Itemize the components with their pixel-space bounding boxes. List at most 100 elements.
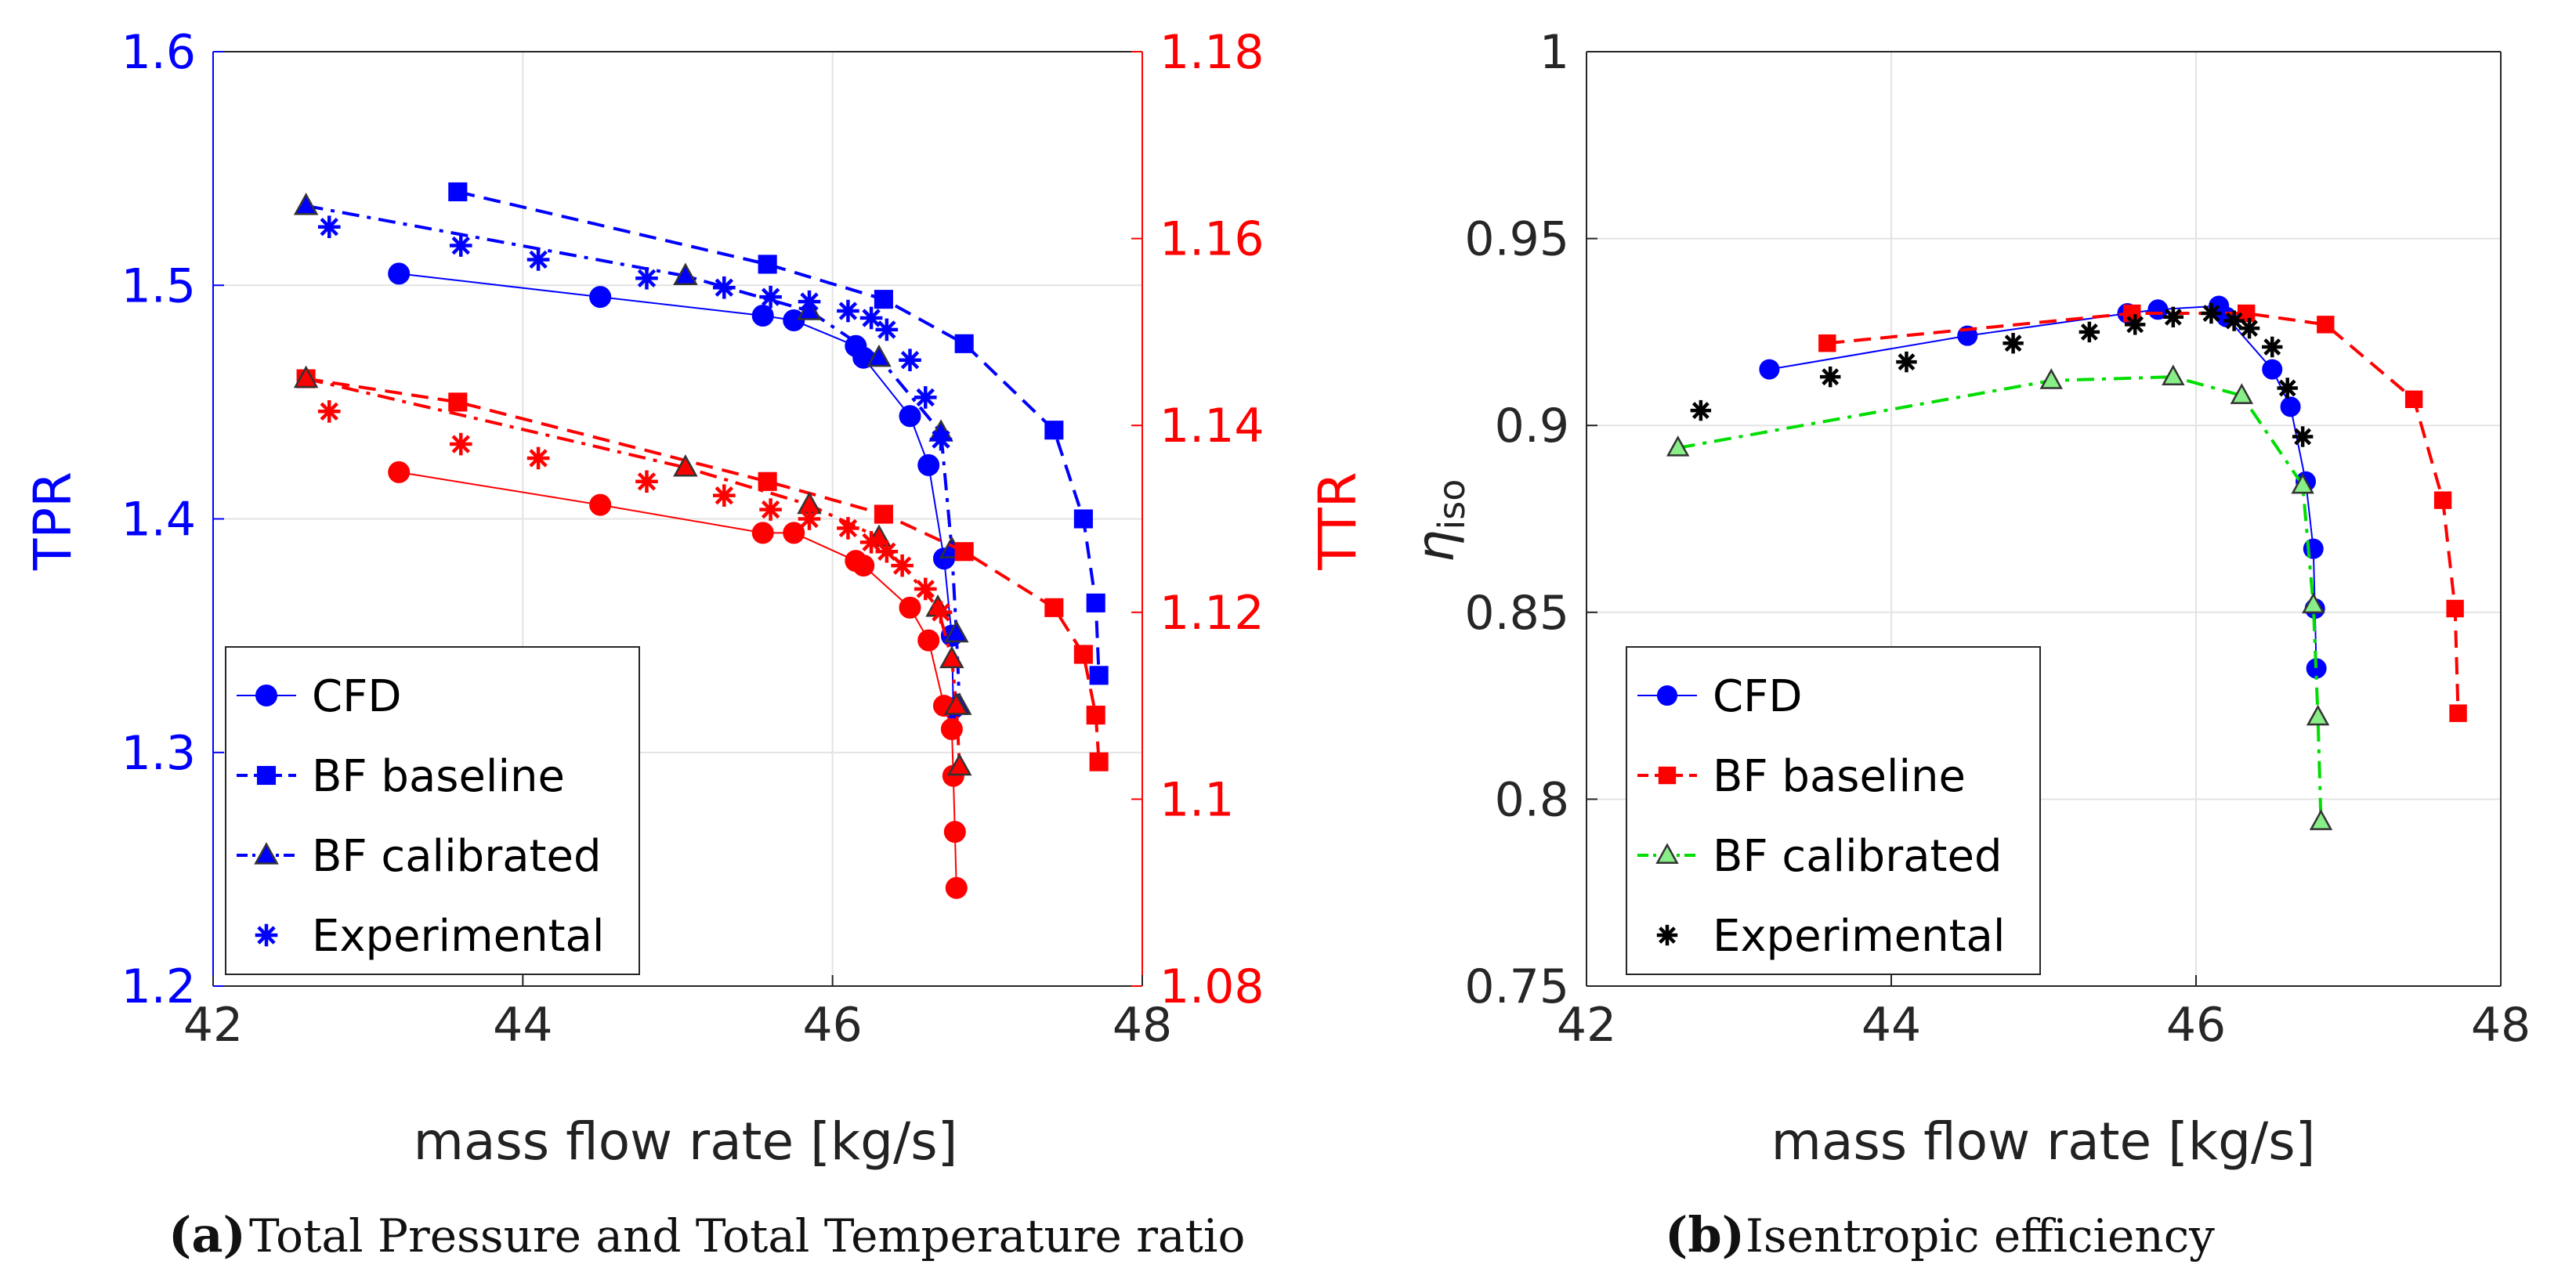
x-tick-label: 46 xyxy=(2166,998,2226,1053)
data-point-bf-calibrated xyxy=(2039,368,2063,389)
legend-marker-experimental xyxy=(1656,924,1678,946)
data-point-experimental xyxy=(2003,333,2024,354)
data-point-bf-baseline xyxy=(448,182,468,201)
data-point-experimental-stroke xyxy=(2278,379,2296,397)
data-point-experimental-stroke xyxy=(1691,402,1709,420)
data-point-experimental-stroke xyxy=(932,430,950,449)
data-point-experimental-ttr xyxy=(526,446,550,470)
data-point-experimental-ttr xyxy=(635,470,658,493)
data-point-experimental xyxy=(875,318,899,341)
panel-a-ticks: 42 44 46 48 1.2 1.3 1.4 1.5 1.6 1.08 1.1 1.12 1.14 1.… xyxy=(121,25,1264,1053)
data-point-bf-baseline xyxy=(1073,509,1093,529)
data-point-experimental-stroke xyxy=(2241,320,2258,338)
series-line-cfd xyxy=(399,273,954,709)
legend-label-bf-baseline: BF baseline xyxy=(1713,751,1966,802)
y-tick-label-right: 1.1 xyxy=(1160,772,1234,827)
legend-label-experimental: Experimental xyxy=(312,911,604,962)
data-point-experimental xyxy=(1820,366,1841,388)
data-point-experimental xyxy=(2162,306,2184,328)
y-tick-label-left: 0.8 xyxy=(1495,772,1569,827)
data-point-bf-calibrated xyxy=(867,344,892,367)
series-line-cfd xyxy=(1769,305,2317,669)
data-point-cfd xyxy=(388,262,411,285)
data-point-experimental-ttr xyxy=(914,577,937,601)
panel-b-xlabel: mass flow rate [kg/s] xyxy=(1771,1111,2316,1172)
data-point-experimental-stroke xyxy=(877,320,896,339)
data-point-experimental xyxy=(2262,336,2283,358)
data-point-experimental-stroke xyxy=(320,217,338,237)
data-point-bf-calibrated xyxy=(2291,472,2314,494)
legend-entry-bf-calibrated: BF calibrated xyxy=(1637,831,2003,882)
data-point-experimental-stroke xyxy=(529,250,548,269)
data-point-experimental-stroke xyxy=(2164,308,2182,326)
legend-marker-experimental-stroke xyxy=(257,926,276,945)
y-tick-label-left: 0.95 xyxy=(1464,212,1569,267)
legend-entry-experimental: Experimental xyxy=(1656,911,2005,962)
data-point-experimental-ttr-stroke xyxy=(932,603,950,622)
data-point-bf-calibrated xyxy=(2230,383,2254,404)
data-point-experimental-stroke xyxy=(2080,323,2098,341)
data-point-bf-baseline-ttr xyxy=(1089,752,1109,771)
data-point-experimental-stroke xyxy=(916,388,935,407)
data-point-experimental-ttr xyxy=(859,531,883,554)
data-point-cfd xyxy=(589,286,612,309)
data-point-experimental xyxy=(798,290,821,313)
y-tick-label-left: 1.3 xyxy=(121,726,196,781)
data-point-experimental xyxy=(2201,302,2222,324)
data-point-bf-baseline-ttr xyxy=(448,392,468,412)
data-point-experimental xyxy=(929,428,953,451)
data-point-bf-baseline xyxy=(2404,390,2423,408)
legend-entry-experimental: Experimental xyxy=(255,911,604,962)
data-point-bf-calibrated xyxy=(2306,704,2330,726)
series-experimental-ttr xyxy=(317,400,953,624)
data-point-cfd xyxy=(2280,396,2301,417)
legend-box xyxy=(225,646,640,975)
data-point-cfd-ttr xyxy=(899,596,921,619)
panel-b-ticks: 42 44 46 48 0.75 0.8 0.85 0.9 0.95 1 xyxy=(1464,25,2531,1053)
panel-b-caption-label: (b) xyxy=(1665,1206,1745,1263)
data-point-experimental-ttr xyxy=(713,484,736,507)
data-point-experimental xyxy=(2238,317,2260,339)
data-point-bf-calibrated xyxy=(2162,364,2185,386)
x-tick-label: 42 xyxy=(183,998,243,1053)
legend-label-bf-baseline: BF baseline xyxy=(312,751,565,802)
data-point-experimental-stroke xyxy=(838,302,858,320)
panel-b-caption-text: Isentropic efficiency xyxy=(1746,1209,2215,1263)
series-line-bf-calibrated xyxy=(306,204,961,706)
data-point-bf-baseline xyxy=(874,290,893,309)
series-cfd xyxy=(1759,295,2327,679)
data-point-experimental-stroke xyxy=(715,278,734,297)
panel-b-ylabel-eta: η xyxy=(1406,530,1466,563)
data-point-experimental xyxy=(2292,426,2314,447)
legend-label-bf-calibrated: BF calibrated xyxy=(1713,831,2003,882)
series-experimental xyxy=(317,215,953,451)
data-point-experimental-ttr-stroke xyxy=(838,518,858,538)
data-point-experimental-stroke xyxy=(1898,353,1916,371)
data-point-bf-baseline xyxy=(1086,593,1105,612)
legend-marker-cfd xyxy=(255,685,277,706)
y-tick-label-left: 1.2 xyxy=(121,959,196,1014)
data-point-experimental-ttr xyxy=(317,400,341,423)
data-point-bf-calibrated-ttr xyxy=(939,645,964,669)
series-cfd-ttr xyxy=(388,461,968,899)
data-point-experimental-ttr-stroke xyxy=(862,533,881,552)
data-point-experimental-ttr-stroke xyxy=(529,449,548,468)
data-point-cfd-ttr xyxy=(943,821,966,844)
data-point-experimental xyxy=(914,386,937,409)
data-point-experimental-ttr xyxy=(837,517,859,540)
legend-marker-experimental xyxy=(255,923,278,947)
series-bf-baseline xyxy=(448,182,1109,685)
data-point-bf-calibrated xyxy=(944,620,969,643)
x-tick-label: 44 xyxy=(493,998,552,1053)
data-point-bf-baseline-ttr xyxy=(1086,705,1105,725)
y-tick-label-left: 0.85 xyxy=(1464,586,1569,641)
data-point-bf-calibrated xyxy=(2309,809,2333,830)
data-point-bf-baseline-ttr xyxy=(1073,645,1093,664)
data-point-experimental-stroke xyxy=(2294,428,2312,446)
panel-a-ylabel-right: TTR xyxy=(1308,471,1368,570)
data-point-experimental-stroke xyxy=(2202,305,2220,322)
legend-label-experimental: Experimental xyxy=(1713,911,2005,962)
data-point-experimental-ttr-stroke xyxy=(451,435,470,453)
panel-b-axes xyxy=(1586,51,2502,987)
